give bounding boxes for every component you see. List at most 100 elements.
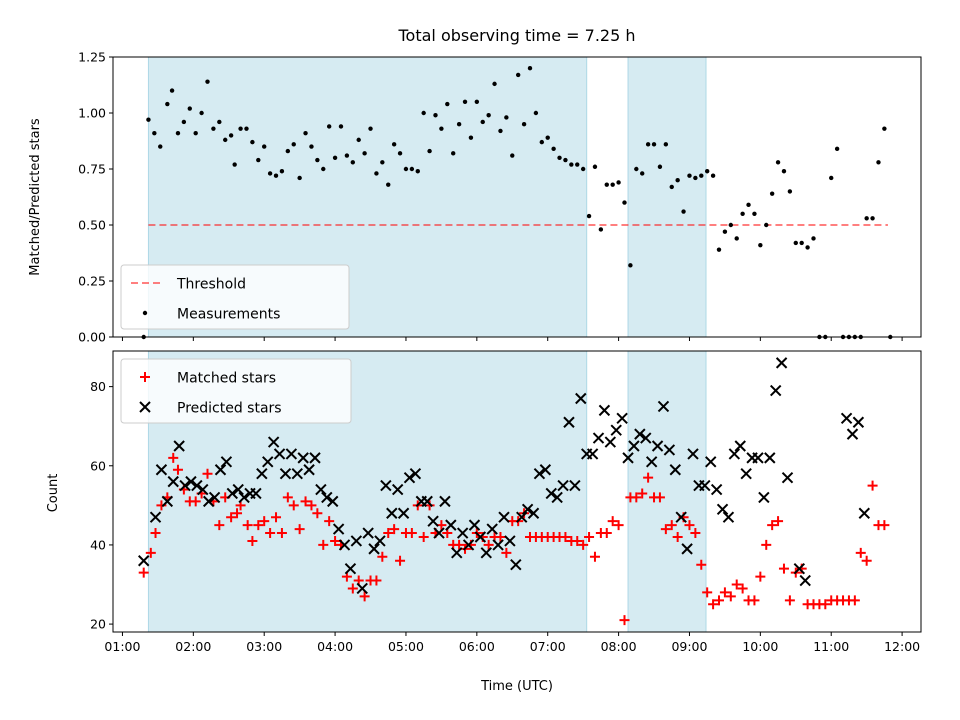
bottom-plus-point xyxy=(371,575,382,586)
bottom-plus-point xyxy=(861,555,872,566)
bottom-x-point xyxy=(563,416,575,428)
bottom-x-point xyxy=(173,440,185,452)
bottom-x-point xyxy=(220,456,233,468)
top-dot-point xyxy=(386,182,391,187)
top-dot-point xyxy=(687,173,692,178)
top-dot-point xyxy=(267,171,273,176)
top-y-tick-label: 0.00 xyxy=(78,330,106,345)
top-dot-point xyxy=(610,182,615,187)
bottom-x-point xyxy=(279,467,292,480)
bottom-legend-label: Matched stars xyxy=(177,371,276,387)
bottom-x-point xyxy=(663,444,676,456)
top-dot-point xyxy=(309,144,314,149)
top-dot-point xyxy=(326,124,332,129)
top-dot-point xyxy=(769,191,775,196)
bottom-x-point xyxy=(191,479,203,492)
bottom-plus-point xyxy=(253,520,264,531)
top-dot-point xyxy=(752,211,757,216)
top-dot-point xyxy=(193,130,198,136)
bottom-x-point xyxy=(604,436,617,448)
bottom-x-point xyxy=(433,527,445,539)
bottom-y-tick-label: 20 xyxy=(90,617,106,632)
top-dot-point xyxy=(882,126,887,131)
figure-title: Total observing time = 7.25 h xyxy=(397,26,635,45)
top-dot-point xyxy=(710,173,716,178)
top-dot-point xyxy=(634,166,639,172)
top-dot-point xyxy=(433,113,438,118)
top-dot-point xyxy=(651,142,657,147)
bottom-x-point xyxy=(598,404,611,417)
top-dot-point xyxy=(775,160,781,165)
bottom-x-point xyxy=(846,428,859,440)
top-dot-point xyxy=(291,142,296,147)
top-dot-point xyxy=(545,135,550,140)
bottom-plus-point xyxy=(702,587,713,598)
bottom-x-point xyxy=(315,483,327,496)
bottom-x-point xyxy=(456,527,469,539)
bottom-x-point xyxy=(699,479,711,492)
bottom-plus-point xyxy=(168,452,179,463)
bottom-plus-point xyxy=(377,551,388,562)
bottom-x-point xyxy=(267,436,280,448)
top-dot-point xyxy=(604,182,609,187)
bottom-plus-point xyxy=(138,567,149,578)
top-dot-point xyxy=(681,209,686,214)
bottom-panel: 01:00 02:00 03:00 04:00 05:00 06:00 07:00 08:00… xyxy=(90,350,922,654)
bottom-x-tick-label: 12:00 xyxy=(884,639,920,654)
bottom-plus-point xyxy=(282,492,293,503)
bottom-x-point xyxy=(504,535,516,547)
bottom-plus-point xyxy=(312,508,323,519)
top-dot-point xyxy=(645,142,651,147)
top-dot-point xyxy=(374,171,379,176)
top-dot-point xyxy=(628,263,633,268)
top-dot-point xyxy=(415,169,420,174)
top-dot-point xyxy=(451,151,456,156)
top-dot-point xyxy=(746,202,751,208)
bottom-x-point xyxy=(651,440,664,452)
bottom-plus-point xyxy=(406,528,417,539)
top-dot-point xyxy=(758,242,763,248)
top-dot-point xyxy=(158,144,163,149)
bottom-y-axis-label: Count xyxy=(46,474,61,513)
bottom-x-point xyxy=(374,535,386,547)
bottom-plus-point xyxy=(696,559,707,570)
top-dot-point xyxy=(315,157,320,163)
bottom-legend-marker-icon xyxy=(140,372,150,382)
top-dot-point xyxy=(303,130,308,136)
bottom-plus-point xyxy=(271,512,282,523)
bottom-x-point xyxy=(510,559,522,571)
bottom-plus-point xyxy=(190,496,201,507)
top-dot-point xyxy=(368,126,373,131)
top-dot-point xyxy=(728,222,734,228)
top-dot-point xyxy=(663,142,669,147)
bottom-plus-point xyxy=(150,528,161,539)
bottom-x-point xyxy=(232,483,244,496)
bottom-x-point xyxy=(781,471,794,484)
top-dot-point xyxy=(870,216,875,221)
bottom-x-point xyxy=(380,479,392,492)
bottom-plus-point xyxy=(719,587,730,598)
top-dot-point xyxy=(622,200,627,205)
top-dot-point xyxy=(486,113,491,118)
bottom-x-point xyxy=(551,491,563,504)
bottom-x-point xyxy=(634,428,646,440)
top-dot-point xyxy=(445,101,450,107)
bottom-x-point xyxy=(421,495,433,508)
top-dot-point xyxy=(498,128,503,134)
bottom-plus-point xyxy=(867,480,878,491)
top-dot-point xyxy=(181,119,187,125)
bottom-x-point xyxy=(758,491,770,504)
top-dot-point xyxy=(403,166,409,172)
bottom-legend-box xyxy=(120,358,352,424)
bottom-x-point xyxy=(687,448,699,460)
bottom-plus-point xyxy=(395,555,406,566)
bottom-x-point xyxy=(480,547,492,559)
bottom-plus-point xyxy=(572,535,583,546)
bottom-x-point xyxy=(344,562,357,575)
bottom-x-point xyxy=(439,495,451,508)
bottom-x-point xyxy=(775,357,788,369)
bottom-plus-point xyxy=(247,535,258,546)
top-dot-point xyxy=(657,164,663,169)
bottom-plus-point xyxy=(306,500,317,511)
top-dot-point xyxy=(474,99,480,105)
